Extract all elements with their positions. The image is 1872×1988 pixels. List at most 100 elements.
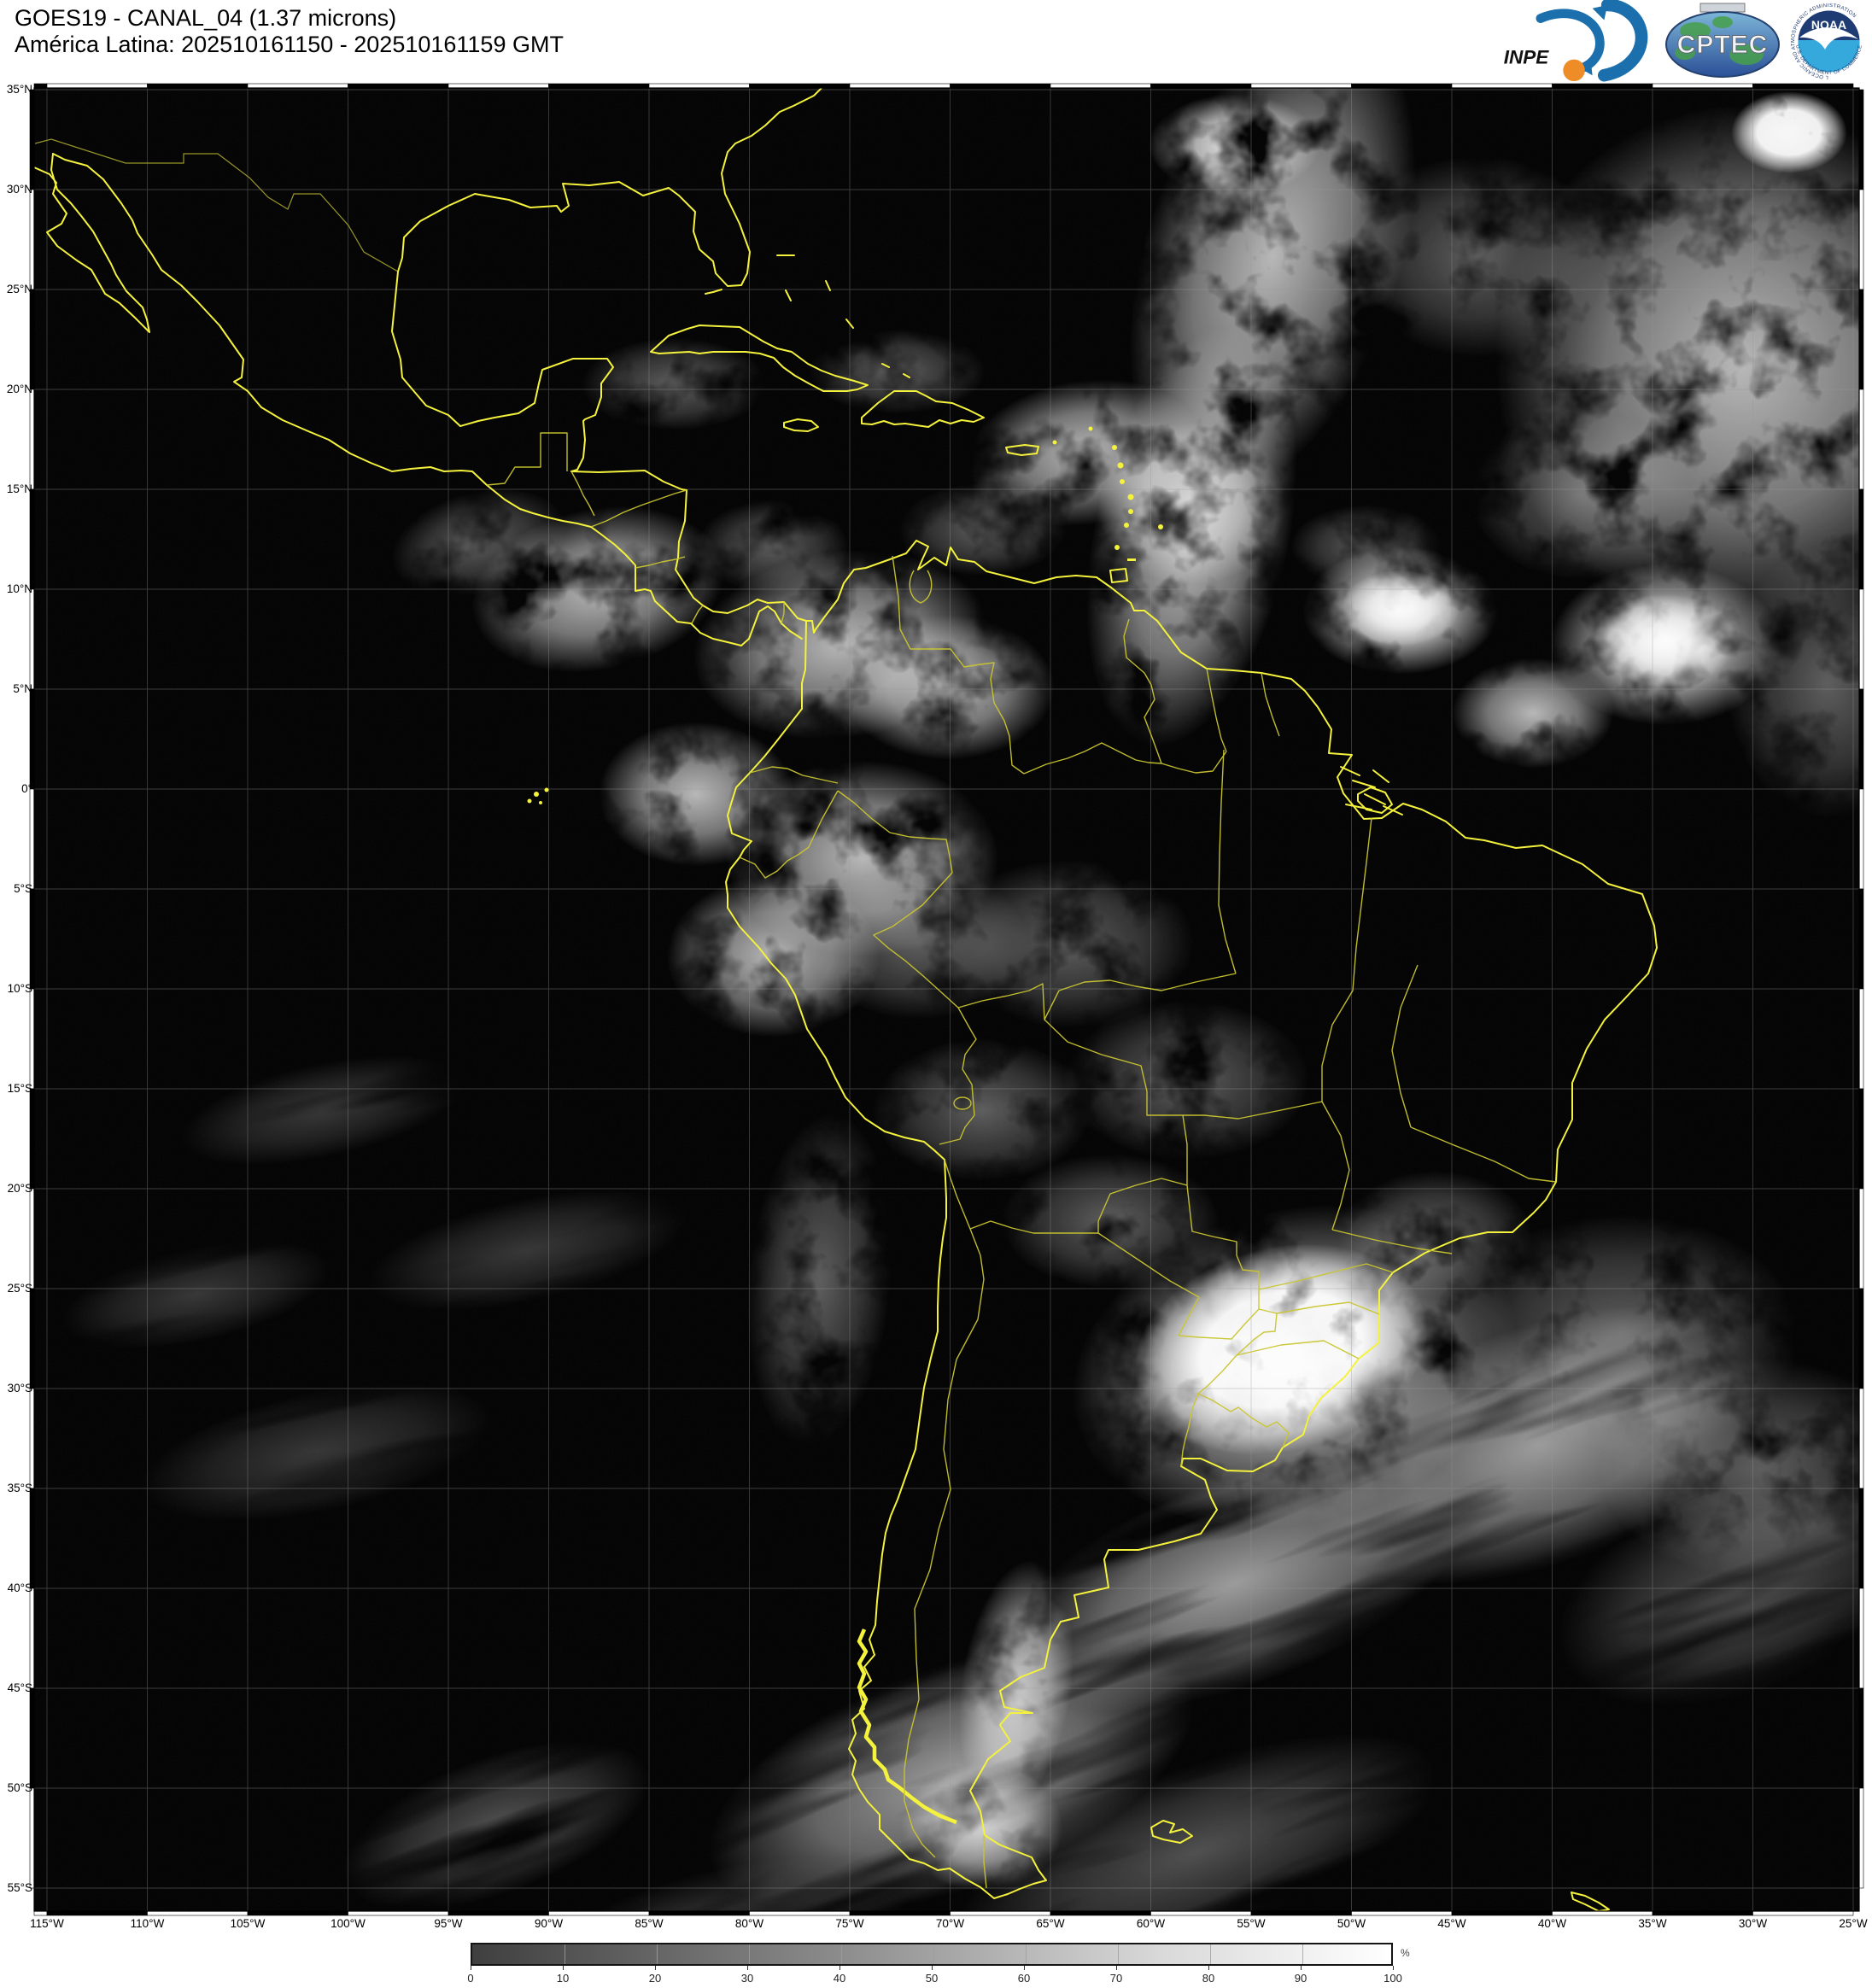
colorbar-unit: % (1401, 1947, 1410, 1959)
cptec-logo: CPTEC (1665, 3, 1780, 78)
bright-cloud-masses (1133, 91, 1847, 1455)
coastline-overlay (34, 88, 1658, 1911)
colorbar-tick-stub (747, 1966, 748, 1970)
lon-tick-label: 105°W (230, 1917, 266, 1930)
colorbar-tick-stub (1301, 1966, 1302, 1970)
colorbar-tick-stub (1208, 1966, 1209, 1970)
colorbar-tick-label: 50 (925, 1972, 939, 1985)
inpe-orange-dot (1563, 59, 1585, 82)
colorbar-tick (1026, 1944, 1027, 1964)
colorbar-tick-stub (1116, 1966, 1117, 1970)
colorbar-tick-label: 80 (1202, 1972, 1215, 1985)
colorbar-tick-label: 70 (1109, 1972, 1123, 1985)
cptec-wordmark: CPTEC (1677, 31, 1769, 59)
lat-tick-label: 40°S (7, 1582, 32, 1594)
inpe-logo: INPE (1504, 0, 1648, 82)
lat-tick-label: 30°N (6, 183, 32, 196)
galapagos-islands (527, 787, 549, 804)
lat-tick-label: 25°N (6, 283, 32, 295)
trinidad-coastline (1109, 568, 1128, 583)
us-coastline (397, 88, 822, 287)
lesser-antilles-islands (1052, 426, 1163, 561)
colorbar-tick-stub (839, 1966, 840, 1970)
lat-tick-label: 5°S (14, 882, 32, 895)
colorbar-tick-label: 60 (1017, 1972, 1031, 1985)
lat-tick-label: 45°S (7, 1681, 32, 1694)
lat-tick-label: 15°S (7, 1082, 32, 1095)
country-borders (486, 432, 1290, 1889)
lon-tick-label: 110°W (130, 1917, 165, 1930)
inpe-arrowhead (1592, 4, 1608, 20)
colorbar-tick-label: 40 (833, 1972, 846, 1985)
baja-california-coast (34, 153, 150, 333)
colorbar-tick-label: 10 (556, 1972, 570, 1985)
south-america-coastline (725, 540, 1658, 1899)
central-america-caribbean-coast (570, 470, 807, 622)
bahamas-islands (705, 254, 910, 378)
lat-tick-label: 35°N (6, 83, 32, 96)
colorbar (471, 1943, 1393, 1966)
lat-tick-label: 5°N (13, 682, 32, 695)
lon-tick-label: 100°W (331, 1917, 366, 1930)
colorbar-tick (749, 1944, 750, 1964)
graticule-grid (34, 88, 1859, 1911)
colorbar-tick-label: 100 (1384, 1972, 1402, 1985)
lon-tick-label: 35°W (1638, 1917, 1667, 1930)
noaa-logo: NOAA NATIONAL OCEANIC AND ATMOSPHERIC AD… (1787, 0, 1869, 82)
colorbar-tick-label: 90 (1294, 1972, 1307, 1985)
colorbar-tick (933, 1944, 934, 1964)
mexico-pacific-coast (52, 153, 803, 646)
lat-tick-label: 0° (21, 782, 32, 795)
map-frame (29, 83, 1864, 1916)
lon-tick-label: 80°W (734, 1917, 764, 1930)
lon-tick-label: 65°W (1036, 1917, 1065, 1930)
noaa-seagull (1799, 27, 1858, 50)
colorbar-tick (841, 1944, 842, 1964)
lake-maracaibo (909, 570, 933, 604)
lake-titicaca (953, 1096, 972, 1110)
lat-tick-label: 50°S (7, 1781, 32, 1794)
lat-tick-label: 55°S (7, 1881, 32, 1894)
cloud-layer (34, 88, 1859, 1911)
lat-tick-label: 25°S (7, 1282, 32, 1295)
puerto-rico-coastline (1005, 444, 1039, 456)
brazil-state-borders (1044, 749, 1557, 1359)
lat-tick-label: 20°S (7, 1182, 32, 1195)
jamaica-coastline (783, 418, 819, 432)
lat-tick-label: 15°N (6, 482, 32, 495)
colorbar-tick-label: 0 (467, 1972, 474, 1985)
lon-tick-label: 25°W (1839, 1917, 1868, 1930)
southern-cirrus-band (342, 1306, 1859, 1911)
colorbar-tick (1118, 1944, 1119, 1964)
hispaniola-coastline (861, 390, 985, 428)
colorbar-tick-stub (932, 1966, 933, 1970)
colorbar-tick-stub (655, 1966, 656, 1970)
chilean-fjords (857, 1628, 957, 1825)
colorbar-tick-label: 30 (740, 1972, 754, 1985)
lon-tick-label: 70°W (935, 1917, 965, 1930)
colorbar-tick (1210, 1944, 1211, 1964)
logo-strip: INPE CPTEC (1495, 0, 1870, 85)
lon-tick-label: 75°W (835, 1917, 864, 1930)
colorbar-tick-stub (1024, 1966, 1025, 1970)
lat-tick-label: 10°S (7, 982, 32, 995)
lat-tick-label: 30°S (7, 1382, 32, 1395)
product-subtitle: América Latina: 202510161150 - 202510161… (15, 32, 564, 57)
lon-tick-label: 90°W (534, 1917, 564, 1930)
colorbar-tick-stub (1393, 1966, 1394, 1970)
product-title: GOES19 - CANAL_04 (1.37 microns) (15, 5, 397, 31)
south-georgia-island (1571, 1892, 1610, 1911)
lon-tick-label: 85°W (635, 1917, 664, 1930)
us-mexico-border (34, 138, 399, 272)
amazon-delta (1340, 766, 1403, 816)
mexico-gulf-yucatan-coast (391, 271, 614, 472)
cuba-coastline (650, 325, 869, 392)
lon-tick-label: 55°W (1237, 1917, 1266, 1930)
lon-tick-label: 50°W (1337, 1917, 1366, 1930)
inpe-wordmark: INPE (1504, 46, 1550, 67)
lat-tick-label: 35°S (7, 1482, 32, 1494)
lon-tick-label: 60°W (1136, 1917, 1166, 1930)
